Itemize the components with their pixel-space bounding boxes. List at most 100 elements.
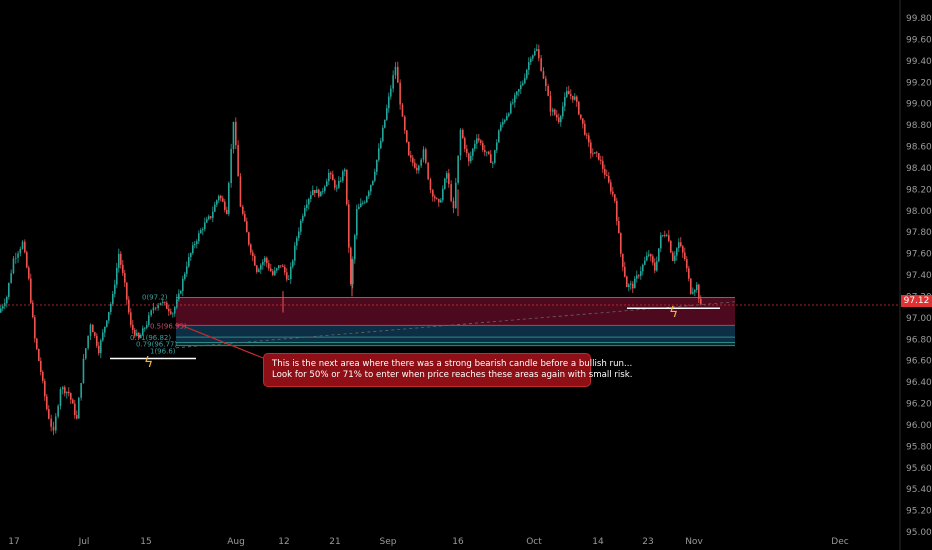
candle-body — [308, 198, 310, 205]
y-axis: 99.80 99.60 99.40 99.20 99.00 98.80 98.60 98.40… — [899, 0, 932, 550]
candle-body — [32, 302, 34, 318]
candle-body — [512, 102, 514, 104]
candle-body — [334, 180, 336, 188]
candle-body — [374, 171, 376, 181]
candle-body — [186, 266, 188, 274]
candle-body — [172, 313, 174, 315]
candle-body — [218, 195, 220, 201]
y-tick-label: 99.00 — [906, 100, 932, 110]
candle-body — [700, 298, 702, 305]
candle-body — [476, 138, 478, 144]
candle-body — [634, 278, 636, 289]
candle-body — [326, 181, 328, 187]
candle-body — [188, 257, 190, 267]
candle-body — [364, 202, 366, 204]
candle-body — [28, 267, 30, 279]
candle-body — [366, 196, 368, 203]
candle-body — [580, 114, 582, 119]
candles — [0, 44, 702, 436]
candle-body — [694, 290, 696, 293]
candle-body — [362, 202, 364, 204]
candle-body — [100, 340, 102, 354]
y-tick-label: 96.40 — [906, 378, 932, 388]
candle-body — [688, 268, 690, 279]
candle-body — [616, 200, 618, 222]
candle-body — [174, 307, 176, 314]
candle-body — [502, 122, 504, 125]
candle-body — [212, 211, 214, 218]
y-tick-label: 97.80 — [906, 228, 932, 238]
candle-body — [10, 273, 12, 283]
candle-body — [288, 279, 290, 280]
candle-body — [406, 130, 408, 143]
candle-body — [586, 134, 588, 136]
candle-body — [570, 94, 572, 96]
y-tick-label: 99.40 — [906, 57, 932, 67]
candle-body — [106, 320, 108, 327]
candle-body — [582, 118, 584, 124]
candle-body — [560, 116, 562, 123]
zone-bottom — [176, 342, 735, 346]
y-tick-label: 98.00 — [906, 207, 932, 217]
candle-body — [492, 162, 494, 164]
candle-body — [232, 121, 235, 149]
y-tick-label: 99.20 — [906, 78, 932, 88]
x-tick-label: 15 — [140, 537, 151, 547]
candle-body — [618, 221, 620, 234]
candle-body — [466, 148, 468, 154]
candle-body — [684, 252, 686, 260]
y-tick-label: 96.80 — [906, 335, 932, 345]
candle-body — [48, 409, 50, 419]
fib-label: 0(97.2) — [142, 293, 168, 301]
candle-body — [178, 293, 180, 300]
candle-body — [272, 271, 274, 276]
candle-body — [628, 284, 630, 288]
candle-body — [654, 262, 656, 271]
candle-body — [72, 399, 74, 404]
candle-body — [134, 329, 136, 336]
y-tick-label: 98.60 — [906, 143, 932, 153]
candle-body — [600, 159, 602, 161]
candle-body — [490, 154, 492, 164]
candle-body — [282, 265, 284, 267]
y-tick-label: 98.40 — [906, 164, 932, 174]
candle-body — [76, 415, 78, 419]
candle-body — [120, 253, 122, 265]
candle-body — [562, 106, 564, 117]
x-axis: 17 Jul 15 Aug 12 21 Sep 16 Oct 14 23 Nov Dec — [8, 537, 848, 547]
y-tick-label: 97.40 — [906, 271, 932, 281]
candle-body — [206, 219, 208, 223]
candle-body — [498, 130, 500, 143]
candle-body — [344, 169, 346, 172]
candle-body — [294, 245, 296, 261]
x-tick-label: Aug — [227, 537, 245, 547]
candle-body — [239, 176, 242, 207]
candle-body — [34, 317, 36, 339]
candle-body — [378, 148, 380, 160]
candle-body — [636, 275, 638, 279]
candle-body — [646, 255, 648, 261]
candle-body — [549, 95, 552, 112]
candle-body — [384, 119, 386, 128]
candle-body — [666, 235, 668, 237]
candle-body — [459, 129, 462, 156]
y-tick-label: 96.20 — [906, 400, 932, 410]
candle-body — [457, 155, 459, 183]
candle-body — [278, 265, 280, 269]
candle-body — [664, 235, 666, 237]
candle-body — [52, 426, 55, 431]
zone-upper — [176, 297, 735, 326]
candle-body — [672, 252, 674, 261]
candle-body — [547, 86, 549, 96]
candle-body — [676, 248, 678, 256]
candle-body — [472, 148, 474, 156]
candle-body — [42, 371, 44, 381]
candle-body — [360, 203, 362, 207]
candle-body — [455, 182, 457, 208]
candle-body — [532, 55, 534, 59]
candle-body — [96, 335, 98, 346]
candle-body — [482, 143, 484, 150]
candle-body — [316, 189, 318, 194]
candle-body — [382, 127, 384, 142]
